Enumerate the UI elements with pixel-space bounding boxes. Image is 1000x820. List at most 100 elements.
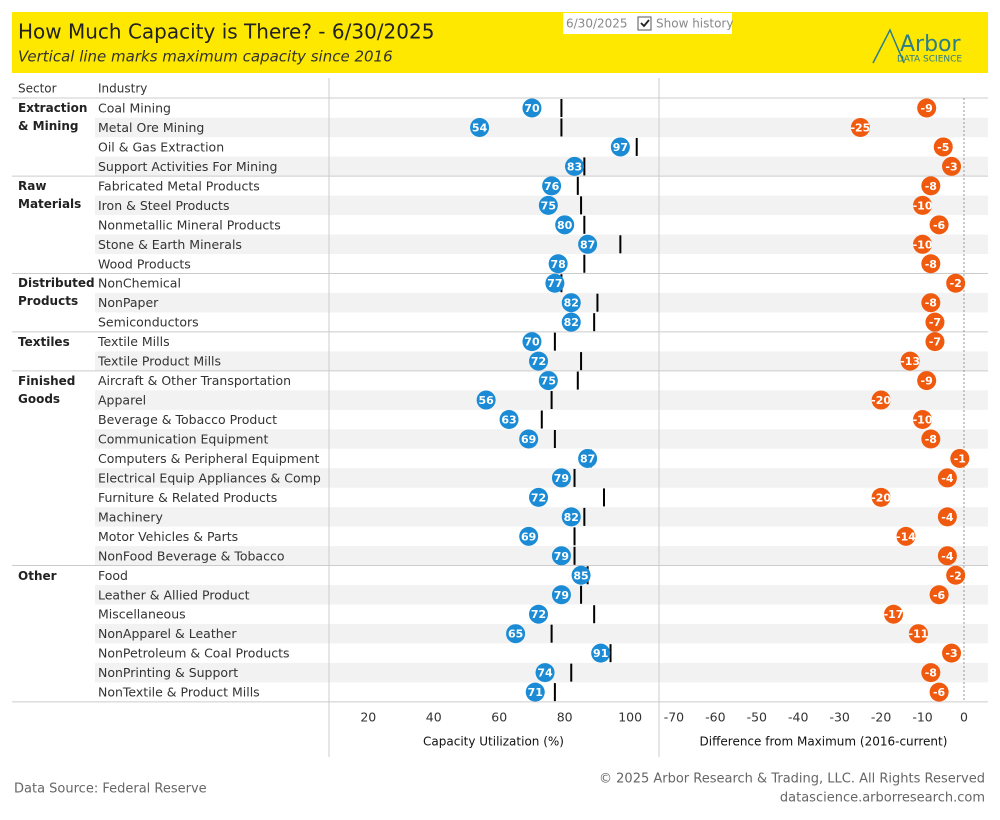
x-tick-label: -50 — [747, 710, 767, 725]
row-band — [95, 292, 988, 313]
industry-label: Miscellaneous — [98, 607, 186, 622]
dot-label: -2 — [950, 277, 962, 290]
logo-text: Arbor — [900, 32, 962, 57]
industry-label: Textile Product Mills — [97, 354, 221, 369]
dot — [913, 234, 933, 254]
dot — [551, 546, 571, 566]
industry-label: Leather & Allied Product — [98, 587, 250, 602]
dot-label: 65 — [508, 628, 523, 641]
subtitle: Vertical line marks maximum capacity sin… — [18, 48, 393, 66]
row-band — [95, 156, 988, 177]
x-tick-label: 80 — [557, 710, 573, 725]
dot — [942, 156, 962, 176]
x-tick-label: 20 — [360, 710, 376, 725]
dot — [591, 643, 611, 663]
x-tick-label: -10 — [912, 710, 932, 725]
sector-label: Finished Goods — [18, 373, 76, 406]
dot — [908, 624, 928, 644]
dot-label: -20 — [871, 394, 891, 407]
industry-label: Iron & Steel Products — [98, 198, 229, 213]
x-axis-title: Capacity Utilization (%) — [423, 735, 564, 749]
industry-label: NonApparel & Leather — [98, 626, 237, 641]
dot — [506, 624, 526, 644]
industry-label: Nonmetallic Mineral Products — [98, 217, 281, 232]
dot-label: -7 — [929, 336, 941, 349]
industry-label: Stone & Earth Minerals — [98, 237, 242, 252]
x-tick-label: -40 — [788, 710, 808, 725]
checkbox-label[interactable]: Show history — [656, 17, 733, 31]
dot — [884, 604, 904, 624]
industry-label: Electrical Equip Appliances & Comp — [98, 470, 321, 485]
industry-label: Wood Products — [98, 256, 191, 271]
dot — [476, 390, 496, 410]
dot-label: -6 — [933, 686, 946, 699]
dot-label: -14 — [896, 530, 916, 543]
sector-label: Distributed Products — [18, 276, 95, 309]
industry-label: NonPetroleum & Coal Products — [98, 646, 290, 661]
dot — [529, 604, 549, 624]
industry-label: Metal Ore Mining — [98, 120, 204, 135]
column-header: Industry — [98, 82, 147, 96]
x-tick-label: 0 — [960, 710, 968, 725]
dot-label: 56 — [478, 394, 494, 407]
row-band — [95, 585, 988, 605]
x-tick-label: -30 — [829, 710, 849, 725]
row-band — [95, 234, 988, 255]
dot-label: -10 — [913, 238, 933, 251]
row-band — [95, 507, 988, 527]
dot-label: -3 — [945, 160, 957, 173]
dot-label: 70 — [524, 102, 540, 115]
date-value[interactable]: 6/30/2025 — [566, 17, 628, 31]
row-band — [95, 117, 988, 138]
x-axis-title: Difference from Maximum (2016-current) — [700, 735, 948, 749]
dot-label: -11 — [908, 628, 928, 641]
dot — [921, 254, 941, 274]
dot — [900, 351, 920, 371]
industry-label: Apparel — [98, 393, 146, 408]
dot — [470, 117, 490, 137]
row-band — [95, 546, 988, 566]
dot-label: -1 — [954, 452, 966, 465]
industry-label: Computers & Peripheral Equipment — [98, 451, 319, 466]
dot — [850, 117, 870, 137]
industry-label: Motor Vehicles & Parts — [98, 529, 238, 544]
dot — [937, 546, 957, 566]
dot-label: -13 — [900, 355, 920, 368]
logo-mark — [872, 28, 905, 64]
dot — [950, 448, 970, 468]
dot — [529, 487, 549, 507]
dot — [499, 410, 519, 430]
dot-label: 87 — [580, 452, 595, 465]
row-band — [95, 623, 988, 644]
sector-label: Extraction & Mining — [18, 101, 88, 134]
dot-label: -2 — [950, 569, 962, 582]
dot-label: -9 — [921, 102, 933, 115]
x-tick-label: -20 — [871, 710, 891, 725]
dot-label: 63 — [501, 414, 516, 427]
dot — [913, 195, 933, 215]
dot-label: 79 — [554, 550, 569, 563]
industry-label: NonFood Beverage & Tobacco — [98, 548, 285, 563]
dot — [929, 215, 949, 235]
dot-label: 85 — [573, 569, 588, 582]
dot-label: 82 — [564, 297, 579, 310]
dot — [917, 98, 937, 118]
industry-label: Oil & Gas Extraction — [98, 139, 224, 154]
dot-label: -8 — [925, 258, 937, 271]
checkbox[interactable] — [637, 16, 652, 31]
dot-label: -6 — [933, 219, 946, 232]
dot — [917, 371, 937, 391]
dot — [946, 273, 966, 293]
dot-label: -8 — [925, 433, 937, 446]
dot-label: -6 — [933, 589, 946, 602]
sector-label: Other — [18, 568, 57, 583]
dot-label: 79 — [554, 589, 569, 602]
dot — [538, 195, 558, 215]
dot — [578, 234, 598, 254]
dot-label: -8 — [925, 297, 937, 310]
logo-subtext: DATA SCIENCE — [897, 55, 962, 65]
sector-label: Textiles — [18, 334, 70, 349]
industry-label: Fabricated Metal Products — [98, 178, 260, 193]
dot — [896, 526, 916, 546]
